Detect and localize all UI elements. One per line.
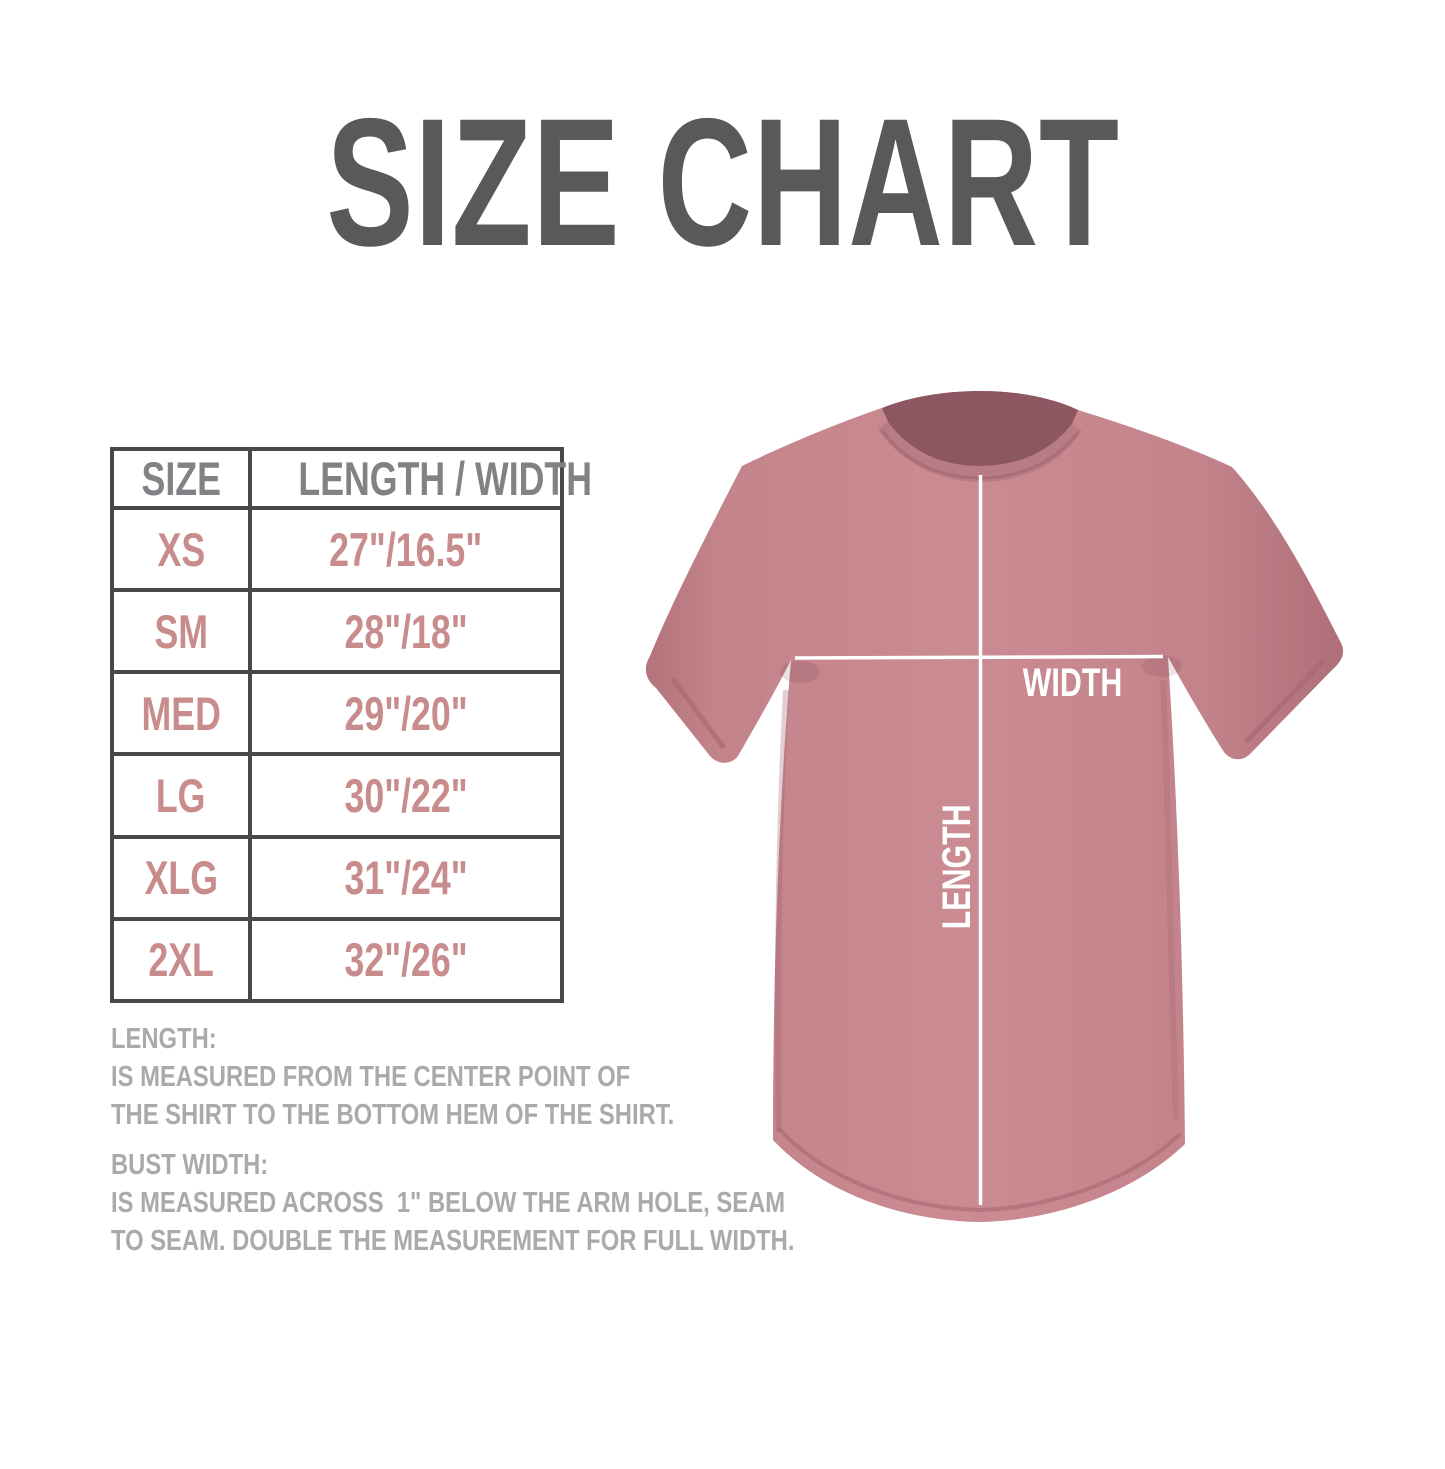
page-title: SIZE CHART (0, 80, 1445, 284)
size-cell: XLG (110, 834, 252, 921)
bust-note-heading: BUST WIDTH: (111, 1146, 711, 1184)
collar-inner-shadow (882, 391, 1078, 466)
bust-note-line: IS MEASURED ACROSS 1" BELOW THE ARM HOLE… (111, 1184, 785, 1222)
bust-note-line1-text: IS MEASURED ACROSS 1" BELOW THE ARM HOLE… (111, 1187, 786, 1219)
measurement-value: 28"/18" (344, 604, 468, 658)
size-cell: 2XL (110, 916, 252, 1004)
measurement-value: 29"/20" (344, 686, 468, 740)
right-sleeve-hem (1244, 658, 1326, 744)
measurement-cell: 29"/20" (248, 670, 564, 757)
left-sleeve-hem (669, 676, 727, 750)
measurement-cell: 27"/16.5" (248, 505, 564, 593)
bust-note-line2-text: TO SEAM. DOUBLE THE MEASUREMENT FOR FULL… (111, 1225, 795, 1257)
size-cell: XS (110, 505, 252, 593)
measurement-cell: 31"/24" (248, 834, 564, 921)
table-row: XLG 31"/24" (110, 834, 564, 921)
table-header-row: SIZE LENGTH / WIDTH (110, 447, 592, 510)
size-cell: SM (110, 588, 252, 675)
size-value: SM (154, 604, 208, 658)
length-note-line: IS MEASURED FROM THE CENTER POINT OF (111, 1058, 711, 1096)
column-header-length-width: LENGTH / WIDTH (248, 447, 592, 510)
page-title-text: SIZE CHART (325, 80, 1120, 284)
measurement-value: 31"/24" (344, 851, 468, 905)
column-header-size-text: SIZE (141, 452, 221, 505)
width-label-text: WIDTH (1023, 661, 1123, 705)
length-note-heading: LENGTH: (111, 1020, 711, 1058)
measurement-cell: 30"/22" (248, 752, 564, 839)
left-armpit-shadow (780, 661, 820, 683)
table-row: SM 28"/18" (110, 588, 564, 675)
width-label: WIDTH (1003, 662, 1143, 704)
length-note-line: THE SHIRT TO THE BOTTOM HEM OF THE SHIRT… (111, 1096, 711, 1134)
measurement-cell: 28"/18" (248, 588, 564, 675)
size-value: LG (156, 769, 206, 823)
tshirt-image (645, 391, 1344, 1222)
measurement-value: 30"/22" (344, 769, 468, 823)
right-side-shading (1160, 679, 1179, 1121)
column-header-size: SIZE (110, 447, 252, 510)
measurement-cell: 32"/26" (248, 916, 564, 1004)
bottom-hem-stitch (776, 1126, 1182, 1213)
table-row: XS 27"/16.5" (110, 505, 564, 593)
bust-note-heading-text: BUST WIDTH: (111, 1149, 269, 1181)
size-value: XS (157, 522, 205, 576)
length-note-line1-text: IS MEASURED FROM THE CENTER POINT OF (111, 1061, 631, 1093)
table-row: 2XL 32"/26" (110, 916, 564, 1004)
length-note-line2-text: THE SHIRT TO THE BOTTOM HEM OF THE SHIRT… (111, 1099, 675, 1131)
bust-note-line: TO SEAM. DOUBLE THE MEASUREMENT FOR FULL… (111, 1222, 794, 1260)
measurement-notes: LENGTH: IS MEASURED FROM THE CENTER POIN… (111, 1020, 794, 1260)
size-value: 2XL (148, 933, 214, 987)
width-measure-line (794, 654, 1164, 660)
table-row: LG 30"/22" (110, 752, 564, 839)
measurement-value: 27"/16.5" (329, 522, 483, 576)
right-armpit-shadow (1142, 655, 1182, 677)
tshirt-body (645, 391, 1344, 1222)
length-label-text: LENGTH (935, 804, 979, 930)
measurement-value: 32"/26" (344, 933, 468, 987)
size-table: SIZE LENGTH / WIDTH XS 27"/16.5" SM 28"/… (110, 447, 592, 1004)
size-value: MED (141, 686, 221, 740)
length-note-heading-text: LENGTH: (111, 1023, 217, 1055)
tshirt-diagram (620, 360, 1430, 1240)
table-row: MED 29"/20" (110, 670, 564, 757)
left-side-shading (774, 689, 789, 1133)
length-label: LENGTH (935, 804, 979, 949)
column-header-length-width-text: LENGTH / WIDTH (298, 452, 593, 505)
size-value: XLG (144, 851, 218, 905)
size-cell: MED (110, 670, 252, 757)
size-cell: LG (110, 752, 252, 839)
